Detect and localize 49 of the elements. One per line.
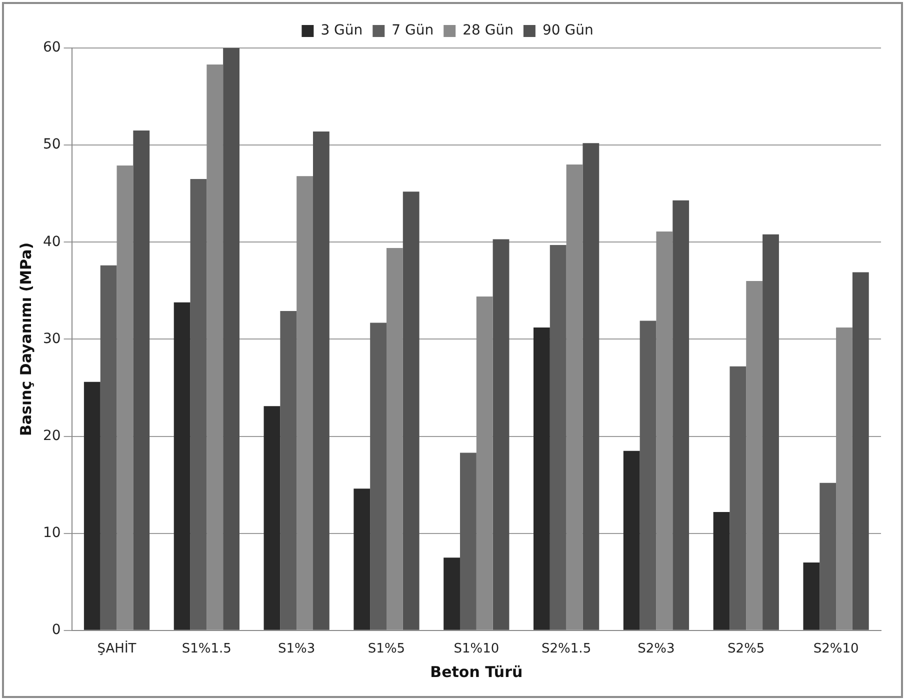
bar — [133, 130, 150, 630]
bar — [84, 382, 100, 630]
x-tick-label: S1%5 — [368, 642, 406, 657]
bar — [534, 328, 550, 630]
bar — [280, 311, 297, 630]
x-axis-title: Beton Türü — [430, 662, 523, 681]
y-tick-label: 50 — [42, 136, 61, 153]
bar — [672, 200, 690, 630]
y-tick-label: 20 — [42, 428, 61, 444]
bar — [640, 320, 656, 630]
x-tick-label: S2%10 — [813, 642, 859, 657]
bar — [713, 512, 730, 630]
y-tick-label: 10 — [42, 524, 61, 541]
bar — [820, 482, 836, 630]
x-tick-label: S2%1.5 — [542, 642, 592, 657]
bar — [492, 239, 510, 630]
x-tick-label: S1%10 — [454, 642, 500, 657]
bar — [852, 272, 869, 630]
bar — [264, 406, 280, 630]
bar — [444, 558, 460, 630]
bar — [460, 452, 476, 630]
bar — [402, 192, 420, 630]
legend-label: 90 Gün — [542, 22, 594, 39]
bar — [190, 179, 207, 630]
x-tick-label: S2%3 — [638, 642, 675, 657]
bar — [730, 366, 746, 630]
x-tick-label: S1%3 — [278, 642, 316, 657]
y-tick-label: 40 — [42, 234, 61, 250]
bar — [803, 562, 820, 630]
y-axis-title: Basınç Dayanımı (MPa) — [16, 242, 35, 436]
bar — [550, 245, 566, 630]
bar — [100, 265, 117, 630]
y-tick-label: 30 — [42, 330, 61, 347]
y-tick-label: 0 — [52, 622, 61, 638]
bar — [223, 48, 240, 630]
bar — [174, 302, 190, 630]
bar — [582, 143, 600, 630]
bar — [370, 322, 386, 630]
legend-label: 28 Gün — [462, 22, 514, 39]
x-tick-label: S2%5 — [728, 642, 765, 657]
legend-label: 3 Gün — [320, 22, 363, 39]
bar — [354, 488, 370, 630]
bar — [762, 234, 779, 630]
bar — [312, 131, 330, 630]
x-tick-label: ŞAHİT — [97, 640, 136, 657]
x-tick-label: S1%1.5 — [182, 642, 232, 657]
bar — [623, 450, 640, 630]
legend-label: 7 Gün — [392, 22, 434, 39]
y-tick-label: 60 — [42, 40, 61, 56]
